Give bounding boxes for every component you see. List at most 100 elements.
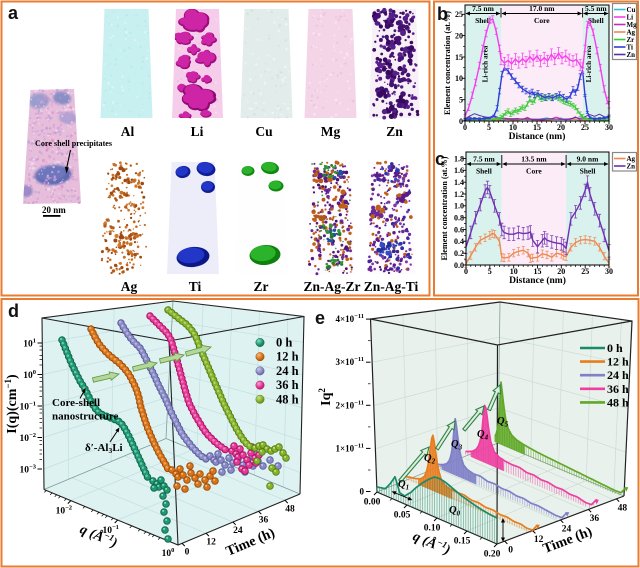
svg-text:5: 5	[459, 96, 463, 105]
svg-text:0.6: 0.6	[454, 225, 464, 234]
svg-text:Zn-Ag-Zr: Zn-Ag-Zr	[304, 279, 361, 294]
svg-text:Q4: Q4	[477, 429, 489, 442]
svg-text:7.5 nm: 7.5 nm	[472, 4, 494, 13]
svg-text:Cu: Cu	[627, 6, 636, 14]
svg-text:20: 20	[455, 31, 463, 40]
svg-text:Al: Al	[121, 124, 135, 139]
svg-text:0.0: 0.0	[454, 261, 464, 270]
svg-text:5: 5	[487, 123, 491, 132]
svg-text:1.2: 1.2	[454, 190, 464, 199]
svg-text:0.10: 0.10	[424, 524, 441, 534]
svg-text:0: 0	[463, 123, 467, 132]
svg-text:0.2: 0.2	[454, 249, 464, 258]
svg-text:Li-rich area: Li-rich area	[482, 45, 490, 82]
svg-text:20: 20	[557, 123, 565, 132]
svg-text:0: 0	[508, 546, 513, 556]
svg-text:48: 48	[618, 503, 628, 513]
svg-text:12: 12	[534, 535, 544, 545]
svg-text:Zn-Ag-Ti: Zn-Ag-Ti	[364, 279, 419, 294]
svg-text:0 h: 0 h	[276, 336, 292, 350]
svg-text:30: 30	[605, 123, 613, 132]
svg-text:36: 36	[590, 514, 600, 524]
svg-text:20: 20	[557, 267, 565, 276]
svg-text:Mg: Mg	[321, 124, 341, 139]
svg-text:15: 15	[455, 53, 463, 62]
svg-text:0.05: 0.05	[394, 511, 411, 521]
svg-text:25: 25	[581, 123, 589, 132]
svg-text:15: 15	[533, 123, 541, 132]
svg-text:36 h: 36 h	[607, 382, 629, 396]
svg-text:δ′-Al3Li: δ′-Al3Li	[85, 442, 123, 455]
svg-text:Ag: Ag	[121, 279, 138, 294]
svg-text:0.8: 0.8	[454, 214, 464, 223]
svg-text:0: 0	[185, 547, 190, 557]
svg-text:4×10−11: 4×10−11	[336, 313, 365, 324]
svg-text:Li: Li	[191, 124, 204, 139]
svg-text:Mg: Mg	[627, 21, 638, 29]
svg-text:25: 25	[581, 267, 589, 276]
svg-text:e: e	[315, 308, 325, 328]
svg-text:I(q)(cm−1): I(q)(cm−1)	[3, 374, 20, 434]
svg-text:d: d	[8, 301, 19, 321]
svg-text:24 h: 24 h	[607, 368, 629, 382]
svg-text:12: 12	[206, 537, 216, 547]
svg-text:20 nm: 20 nm	[42, 205, 66, 215]
svg-text:Ti: Ti	[189, 279, 202, 294]
svg-text:Core shell precipitates: Core shell precipitates	[35, 139, 112, 148]
svg-text:0.4: 0.4	[454, 237, 464, 246]
svg-text:0.00: 0.00	[364, 498, 381, 508]
svg-text:24: 24	[233, 526, 243, 536]
svg-text:Zn: Zn	[386, 124, 403, 139]
svg-text:Q1: Q1	[398, 479, 409, 492]
svg-text:1.0: 1.0	[454, 202, 464, 211]
svg-text:1.8: 1.8	[454, 154, 464, 163]
svg-text:5.5 nm: 5.5 nm	[585, 4, 607, 13]
svg-text:Q3: Q3	[451, 439, 463, 452]
svg-text:12 h: 12 h	[607, 355, 629, 369]
svg-text:13.5 nm: 13.5 nm	[521, 155, 547, 164]
svg-text:0.15: 0.15	[454, 537, 471, 547]
svg-text:1.6: 1.6	[454, 166, 464, 175]
svg-text:10: 10	[509, 123, 517, 132]
svg-text:30: 30	[605, 267, 613, 276]
svg-text:Distance (nm): Distance (nm)	[509, 275, 566, 286]
svg-text:9.0 nm: 9.0 nm	[577, 155, 599, 164]
svg-text:2×10−11: 2×10−11	[336, 399, 365, 410]
svg-text:Shell: Shell	[580, 167, 596, 176]
svg-text:48: 48	[285, 504, 295, 514]
svg-text:0 h: 0 h	[607, 341, 623, 355]
svg-text:Zr: Zr	[627, 36, 635, 44]
svg-text:nanostructure: nanostructure	[52, 411, 119, 423]
svg-text:Cu: Cu	[255, 124, 273, 139]
svg-text:10: 10	[455, 74, 463, 83]
svg-text:7.5 nm: 7.5 nm	[473, 155, 495, 164]
svg-text:0: 0	[360, 487, 365, 497]
svg-text:Zr: Zr	[254, 279, 269, 294]
svg-text:Core: Core	[526, 167, 542, 176]
svg-text:Q5: Q5	[497, 416, 509, 429]
svg-text:Zn: Zn	[627, 51, 636, 59]
svg-text:a: a	[8, 3, 19, 23]
svg-text:48 h: 48 h	[276, 392, 299, 406]
svg-text:Li: Li	[627, 14, 634, 22]
svg-text:Core-shell: Core-shell	[52, 397, 100, 409]
svg-text:Ti: Ti	[627, 44, 634, 52]
svg-text:24: 24	[562, 525, 572, 535]
svg-text:b: b	[437, 4, 448, 24]
svg-text:Shell: Shell	[475, 16, 491, 25]
svg-text:48 h: 48 h	[607, 395, 629, 409]
svg-text:25: 25	[455, 10, 463, 19]
svg-text:Element concentration (at.%): Element concentration (at.%)	[443, 11, 452, 115]
svg-text:Ag: Ag	[627, 29, 636, 37]
svg-text:Zn: Zn	[627, 163, 636, 171]
svg-text:Core: Core	[534, 16, 550, 25]
svg-text:c: c	[435, 149, 445, 169]
svg-text:Q0: Q0	[449, 505, 461, 518]
svg-text:1.4: 1.4	[454, 178, 464, 187]
svg-text:Shell: Shell	[588, 16, 604, 25]
svg-text:17.0 nm: 17.0 nm	[529, 4, 555, 13]
svg-text:Ag: Ag	[627, 155, 636, 163]
svg-text:1×10−11: 1×10−11	[336, 442, 365, 453]
svg-text:36 h: 36 h	[276, 378, 299, 392]
svg-text:Q2: Q2	[424, 453, 436, 466]
